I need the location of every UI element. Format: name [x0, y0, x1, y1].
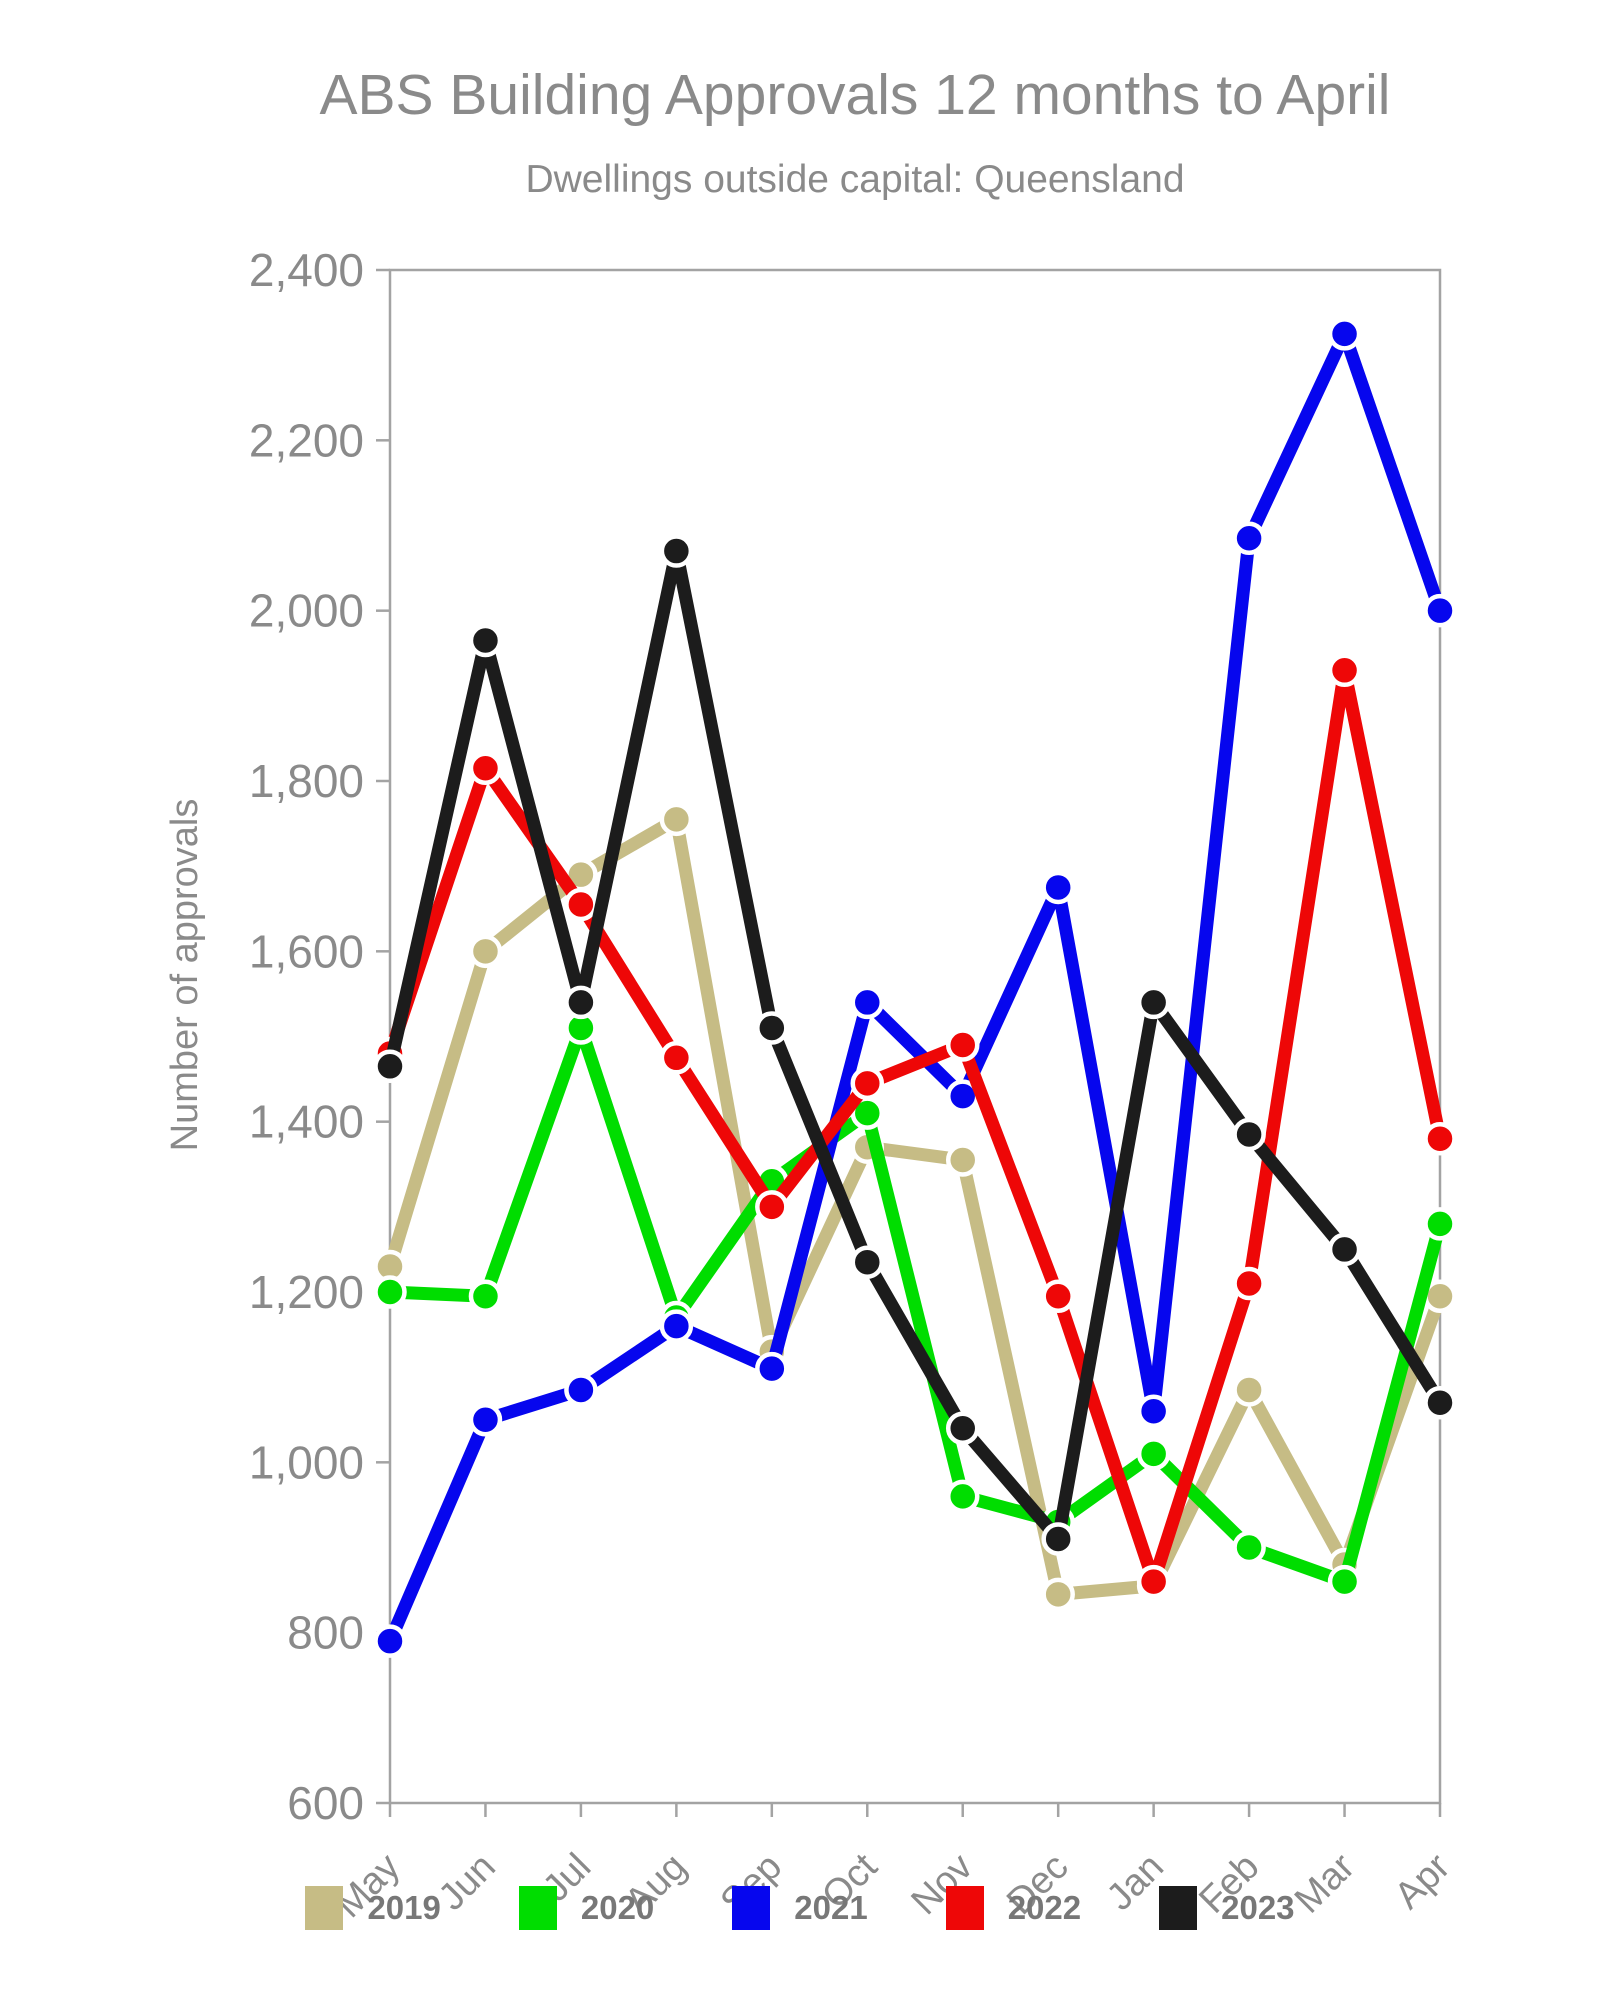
marker-2019-aug: [659, 802, 694, 837]
marker-2020-jan: [1136, 1437, 1171, 1471]
y-axis-title: Number of approvals: [164, 799, 206, 1152]
y-tick-label-1400: 1,400: [249, 1096, 364, 1148]
marker-2019-jun: [468, 934, 503, 969]
marker-2020-mar: [1327, 1564, 1362, 1599]
marker-2023-jul: [564, 985, 598, 1020]
marker-2021-jun: [468, 1403, 503, 1437]
marker-2023-sep: [755, 1011, 789, 1045]
marker-2022-jul: [564, 887, 598, 922]
marker-2022-aug: [659, 1041, 694, 1075]
marker-2019-feb: [1232, 1373, 1266, 1407]
marker-2022-oct: [850, 1066, 885, 1101]
y-tick-label-600: 600: [287, 1777, 364, 1829]
marker-2023-nov: [945, 1411, 980, 1446]
marker-2022-nov: [945, 1028, 980, 1062]
legend-swatch-2022: [945, 1886, 984, 1930]
marker-2022-jan: [1136, 1564, 1171, 1599]
marker-2021-may: [373, 1624, 407, 1658]
y-tick-label-1000: 1,000: [249, 1436, 364, 1488]
legend-item-2023: 2023: [1159, 1886, 1295, 1930]
page-subtitle: Dwellings outside capital: Queensland: [525, 158, 1185, 201]
marker-2021-sep: [755, 1351, 789, 1386]
marker-2020-nov: [945, 1479, 980, 1514]
marker-2023-apr: [1423, 1385, 1457, 1420]
marker-2023-dec: [1041, 1522, 1075, 1556]
series-line-2023: [383, 544, 1447, 1546]
legend-label-2023: 2023: [1221, 1889, 1295, 1926]
page-title: ABS Building Approvals 12 months to Apri…: [319, 63, 1391, 127]
y-tick-label-1200: 1,200: [249, 1266, 364, 1318]
marker-2021-dec: [1041, 870, 1075, 905]
series-line-2020: [383, 1021, 1447, 1589]
y-tick-label-1800: 1,800: [249, 755, 364, 807]
y-tick-label-1600: 1,600: [249, 925, 364, 977]
y-tick-label-2400: 2,400: [249, 244, 364, 296]
marker-2020-may: [373, 1275, 407, 1309]
legend-swatch-2020: [518, 1886, 557, 1930]
legend-swatch-2021: [732, 1886, 771, 1930]
marker-2022-sep: [755, 1190, 789, 1224]
legend-item-2021: 2021: [732, 1886, 868, 1930]
marker-2021-feb: [1232, 521, 1266, 556]
series-line-2022: [383, 663, 1447, 1589]
marker-2019-nov: [945, 1143, 980, 1177]
legend-swatch-2023: [1159, 1886, 1198, 1930]
marker-2022-dec: [1041, 1279, 1075, 1314]
marker-2020-jun: [468, 1279, 503, 1314]
marker-2022-apr: [1423, 1121, 1457, 1156]
legend-swatch-2019: [305, 1886, 344, 1930]
legend-label-2019: 2019: [367, 1889, 441, 1926]
legend-item-2020: 2020: [518, 1886, 655, 1930]
marker-2021-oct: [850, 985, 885, 1020]
legend-label-2022: 2022: [1007, 1889, 1082, 1926]
marker-2021-apr: [1423, 593, 1457, 628]
legend-label-2020: 2020: [580, 1889, 655, 1926]
y-tick-label-2200: 2,200: [249, 414, 364, 466]
marker-2021-mar: [1327, 317, 1362, 351]
marker-2023-feb: [1232, 1117, 1266, 1152]
legend: 2019 2020 2021 2022 2023: [0, 1886, 1600, 1930]
marker-2023-may: [373, 1049, 407, 1084]
marker-2022-mar: [1327, 653, 1362, 688]
marker-2022-jun: [468, 751, 503, 785]
marker-2019-dec: [1041, 1577, 1075, 1612]
legend-item-2022: 2022: [945, 1886, 1082, 1930]
marker-2020-feb: [1232, 1530, 1266, 1565]
marker-2023-jun: [468, 623, 503, 658]
y-tick-label-800: 800: [287, 1607, 364, 1659]
series-line-2019: [383, 812, 1447, 1601]
y-tick-label-2000: 2,000: [249, 585, 364, 637]
marker-2022-feb: [1232, 1266, 1266, 1301]
marker-2023-oct: [850, 1245, 885, 1279]
legend-label-2021: 2021: [794, 1889, 868, 1926]
marker-2021-jan: [1136, 1394, 1171, 1428]
legend-item-2019: 2019: [305, 1886, 441, 1930]
marker-2020-apr: [1423, 1207, 1457, 1241]
marker-2023-mar: [1327, 1232, 1362, 1267]
marker-2023-jan: [1136, 985, 1171, 1020]
marker-2021-jul: [564, 1373, 598, 1407]
marker-2021-aug: [659, 1309, 694, 1343]
marker-2023-aug: [659, 534, 694, 568]
